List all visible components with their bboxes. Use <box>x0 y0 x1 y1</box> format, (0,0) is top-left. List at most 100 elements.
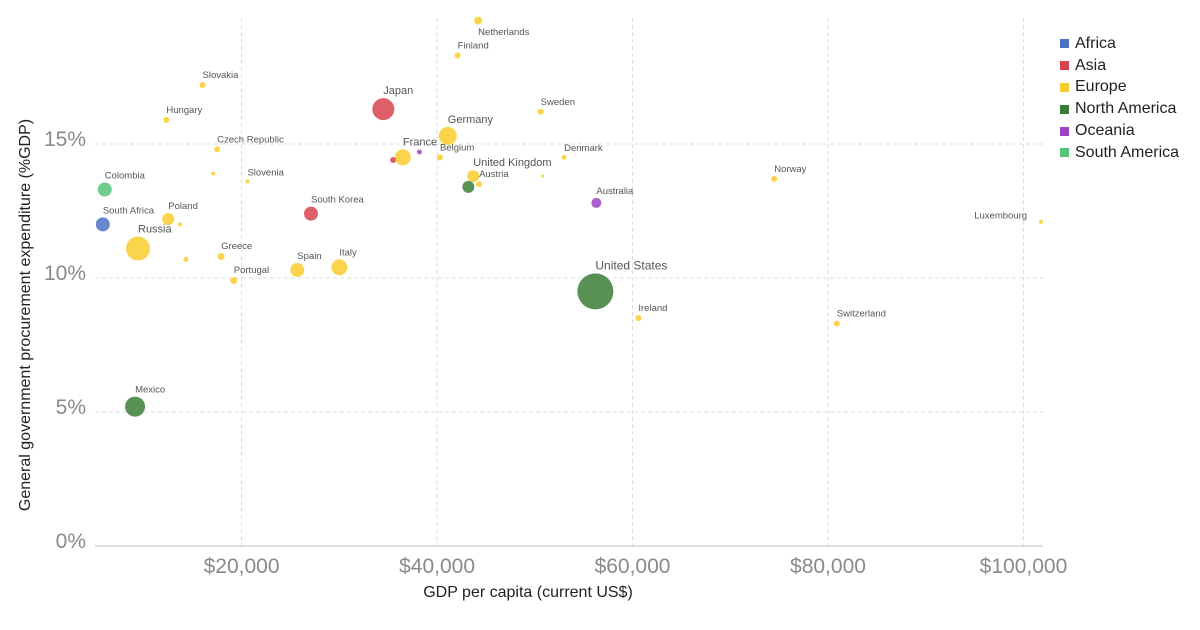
legend: Africa Asia Europe North America Oceania Sout… <box>1060 33 1179 164</box>
point-label: South Africa <box>103 205 155 216</box>
point-label: South Korea <box>311 195 365 206</box>
data-point <box>331 259 348 276</box>
legend-item[interactable]: South America <box>1060 142 1179 164</box>
point-label: Norway <box>774 164 806 175</box>
point-label: Slovakia <box>203 70 240 81</box>
data-point <box>467 170 480 183</box>
data-point <box>245 179 250 184</box>
data-point <box>126 236 151 261</box>
legend-swatch <box>1060 148 1069 158</box>
data-point <box>577 273 614 310</box>
data-point <box>474 16 483 25</box>
data-point <box>416 149 422 155</box>
point-label: Japan <box>383 85 413 97</box>
x-axis-label: GDP per capita (current US$) <box>423 584 633 601</box>
point-label: Switzerland <box>837 309 886 320</box>
point-label: Portugal <box>234 265 269 276</box>
data-point <box>454 52 461 59</box>
data-point <box>163 116 170 123</box>
legend-label: Asia <box>1075 56 1107 74</box>
point-label: Austria <box>479 169 509 180</box>
point-label: Denmark <box>564 143 603 154</box>
data-point <box>635 315 642 322</box>
point-label: Belgium <box>440 142 474 153</box>
point-label: Colombia <box>105 171 146 182</box>
legend-label: Oceania <box>1075 122 1135 140</box>
data-point <box>462 180 475 193</box>
point-label: Luxembourg <box>974 211 1027 222</box>
data-point <box>394 149 411 166</box>
legend-swatch <box>1060 104 1069 114</box>
data-point <box>217 253 225 261</box>
x-tick-label: $40,000 <box>399 555 475 578</box>
data-point <box>1039 219 1044 224</box>
x-tick-label: $80,000 <box>790 555 866 578</box>
y-tick-label: 0% <box>56 530 86 553</box>
data-points <box>95 16 1044 417</box>
legend-item[interactable]: North America <box>1060 98 1179 120</box>
data-point <box>214 146 221 153</box>
legend-item[interactable]: Africa <box>1060 33 1179 55</box>
data-point <box>591 197 602 208</box>
y-tick-label: 10% <box>44 262 86 285</box>
legend-swatch <box>1060 82 1069 92</box>
data-point <box>537 108 544 115</box>
point-label: Italy <box>339 247 357 258</box>
point-label: Slovenia <box>247 167 284 178</box>
point-label: Czech Republic <box>217 134 284 145</box>
data-point <box>97 182 112 197</box>
point-label: Russia <box>138 223 173 235</box>
point-label: France <box>403 136 437 148</box>
point-label: Mexico <box>135 385 165 396</box>
point-label: United States <box>595 258 667 272</box>
point-label: Sweden <box>541 97 575 108</box>
point-label: Finland <box>458 41 489 52</box>
data-point <box>372 98 395 121</box>
data-point <box>476 181 483 188</box>
legend-item[interactable]: Asia <box>1060 55 1179 77</box>
data-point <box>199 82 206 89</box>
point-label: Spain <box>297 251 321 262</box>
data-point <box>183 256 189 262</box>
data-point <box>438 126 457 145</box>
point-label: Australia <box>596 186 634 197</box>
point-label: Greece <box>221 241 252 252</box>
legend-label: North America <box>1075 100 1177 118</box>
point-label: Hungary <box>166 105 202 116</box>
data-point <box>162 213 175 226</box>
y-axis-label: General government procurement expenditu… <box>17 119 34 511</box>
point-label: Netherlands <box>478 27 529 38</box>
y-tick-labels: 0% 5% 10% 15% <box>44 128 86 553</box>
data-point <box>561 154 567 160</box>
legend-swatch <box>1060 61 1069 71</box>
legend-label: Europe <box>1075 78 1127 96</box>
y-tick-label: 15% <box>44 128 86 151</box>
x-tick-label: $20,000 <box>204 555 280 578</box>
x-tick-labels: $20,000 $40,000 $60,000 $80,000 $100,000 <box>204 555 1068 578</box>
legend-label: South America <box>1075 143 1180 161</box>
data-point <box>541 174 545 178</box>
grid-lines <box>95 18 1043 546</box>
point-label: Ireland <box>638 303 667 314</box>
y-tick-label: 5% <box>56 396 86 419</box>
legend-swatch <box>1060 39 1069 49</box>
point-label: United Kingdom <box>473 157 551 169</box>
legend-item[interactable]: Europe <box>1060 77 1179 99</box>
x-tick-label: $60,000 <box>595 555 671 578</box>
x-tick-label: $100,000 <box>980 555 1068 578</box>
data-point <box>390 157 397 164</box>
point-labels: Netherlands Finland Slovakia Japan Sweden Hun… <box>103 27 1027 395</box>
data-point <box>95 217 110 232</box>
data-point <box>178 222 183 227</box>
data-point <box>211 171 216 176</box>
legend-label: Africa <box>1075 34 1116 52</box>
data-point <box>833 320 840 327</box>
data-point <box>303 206 318 221</box>
legend-swatch <box>1060 126 1069 136</box>
point-label: Germany <box>448 114 494 126</box>
data-point <box>125 396 146 417</box>
legend-item[interactable]: Oceania <box>1060 120 1179 142</box>
data-point <box>436 154 443 161</box>
data-point <box>771 175 778 182</box>
